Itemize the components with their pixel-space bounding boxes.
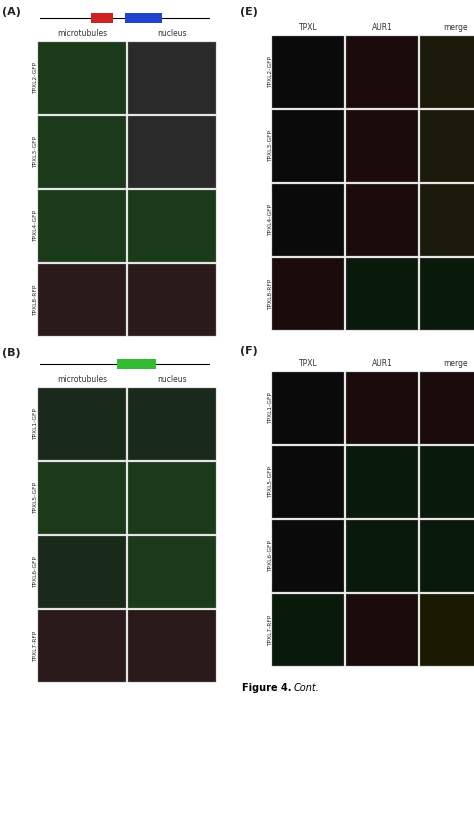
Text: TPXL2-GFP: TPXL2-GFP bbox=[33, 62, 38, 94]
Text: TPXL8-RFP: TPXL8-RFP bbox=[33, 285, 38, 316]
Text: Cont.: Cont. bbox=[293, 683, 319, 693]
Text: microtubules: microtubules bbox=[57, 29, 107, 38]
Text: microtubules: microtubules bbox=[57, 375, 107, 384]
Text: AUR1: AUR1 bbox=[372, 24, 392, 33]
Text: TPXL: TPXL bbox=[299, 359, 318, 368]
Text: (E): (E) bbox=[240, 7, 258, 17]
Text: (F): (F) bbox=[240, 346, 258, 356]
Text: merge: merge bbox=[444, 359, 468, 368]
Text: TPXL6-GFP: TPXL6-GFP bbox=[268, 540, 273, 572]
Text: TPXL5-GFP: TPXL5-GFP bbox=[33, 482, 38, 514]
Text: TPXL1-GFP: TPXL1-GFP bbox=[268, 392, 273, 424]
Text: TPXL1-GFP: TPXL1-GFP bbox=[33, 408, 38, 440]
Text: TPXL2-GFP: TPXL2-GFP bbox=[268, 56, 273, 88]
Text: TPXL6-GFP: TPXL6-GFP bbox=[33, 556, 38, 588]
Text: TPXL: TPXL bbox=[299, 24, 318, 33]
Text: (A): (A) bbox=[2, 7, 21, 17]
Text: nucleus: nucleus bbox=[157, 29, 187, 38]
Text: AUR1: AUR1 bbox=[372, 359, 392, 368]
Bar bbox=[125, 13, 163, 23]
Bar bbox=[91, 13, 113, 23]
Text: merge: merge bbox=[444, 24, 468, 33]
Text: TPXL3-GFP: TPXL3-GFP bbox=[268, 130, 273, 162]
Text: TPXL4-GFP: TPXL4-GFP bbox=[33, 210, 38, 242]
Text: Figure 4.: Figure 4. bbox=[242, 683, 295, 693]
Text: nucleus: nucleus bbox=[157, 375, 187, 384]
Text: (B): (B) bbox=[2, 348, 21, 358]
Text: TPXL7-RFP: TPXL7-RFP bbox=[33, 631, 38, 662]
Bar bbox=[117, 359, 155, 369]
Text: TPXL3-GFP: TPXL3-GFP bbox=[33, 136, 38, 168]
Text: TPXL5-GFP: TPXL5-GFP bbox=[268, 466, 273, 498]
Text: TPXL4-GFP: TPXL4-GFP bbox=[268, 204, 273, 236]
Text: TPXL7-RFP: TPXL7-RFP bbox=[268, 614, 273, 645]
Text: TPXL8-RFP: TPXL8-RFP bbox=[268, 278, 273, 310]
